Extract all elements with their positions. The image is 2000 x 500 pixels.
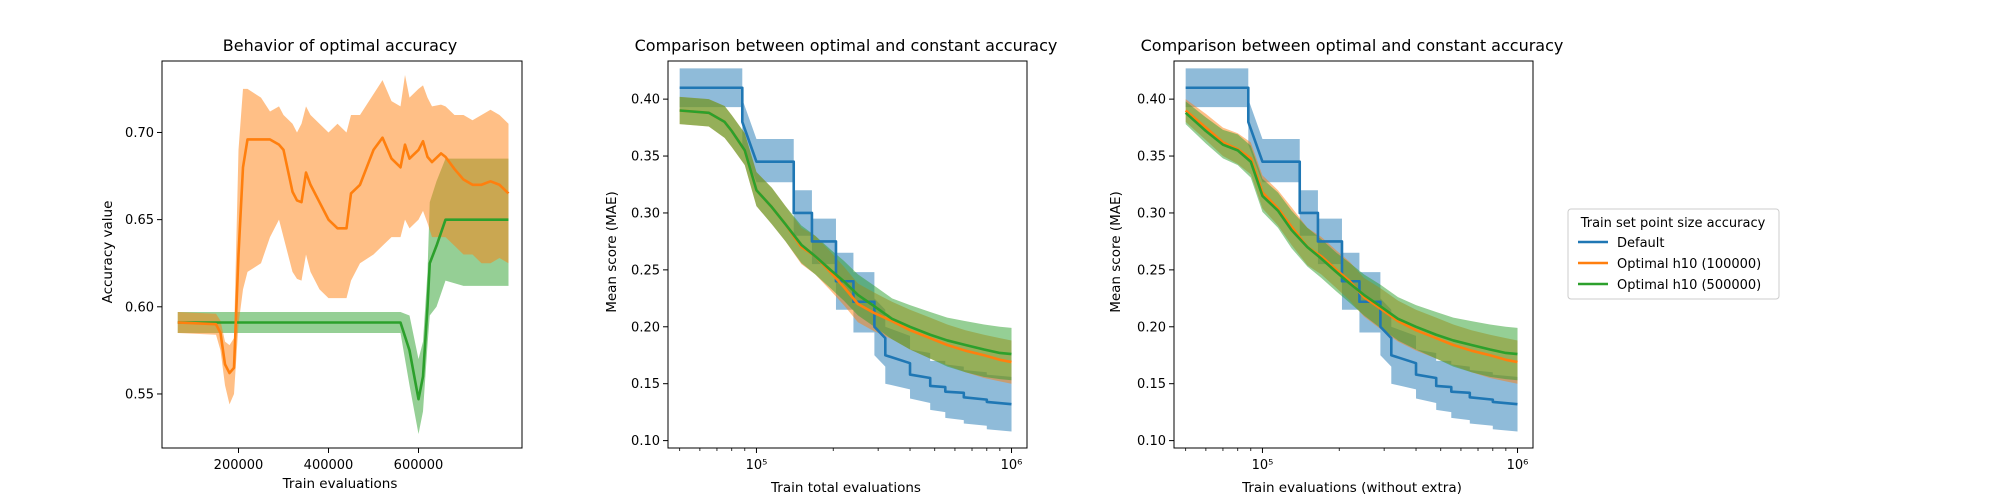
y-tick-label: 0.20 xyxy=(1137,320,1166,335)
y-tick-label: 0.30 xyxy=(631,206,660,221)
series-line xyxy=(1185,86,1518,406)
axes-frame xyxy=(667,60,1028,449)
x-axis-label: Train total evaluations xyxy=(770,480,921,496)
confidence-band xyxy=(177,74,509,405)
y-tick-label: 0.15 xyxy=(1137,377,1166,392)
confidence-band xyxy=(177,158,509,435)
chart-panel-accuracy: Behavior of optimal accuracy Train evalu… xyxy=(100,36,523,492)
x-tick-label: 10⁶ xyxy=(1507,458,1529,473)
y-tick-label: 0.15 xyxy=(631,377,660,392)
plot-area xyxy=(679,68,1012,432)
x-tick-label: 600000 xyxy=(394,458,444,473)
x-tick-label: 10⁶ xyxy=(1001,458,1023,473)
chart-panel-mae-without-extra: Comparison between optimal and constant … xyxy=(1108,36,1563,496)
y-tick-label: 0.40 xyxy=(1137,93,1166,108)
x-tick-label: 10⁵ xyxy=(1252,458,1274,473)
series-line xyxy=(177,218,509,401)
axes-frame xyxy=(1173,60,1534,449)
y-tick-label: 0.40 xyxy=(631,93,660,108)
y-tick-label: 0.35 xyxy=(1137,150,1166,165)
legend-label: Optimal h10 (100000) xyxy=(1617,257,1761,272)
y-tick-label: 0.20 xyxy=(631,320,660,335)
legend: Train set point size accuracy Default Op… xyxy=(1567,208,1780,300)
series-line xyxy=(1184,109,1518,364)
x-axis-label: Train evaluations (without extra) xyxy=(1241,480,1462,496)
legend-label: Default xyxy=(1617,236,1665,251)
chart-panel-mae-total: Comparison between optimal and constant … xyxy=(604,36,1057,496)
chart-title: Comparison between optimal and constant … xyxy=(1141,36,1564,55)
plot-area xyxy=(177,74,510,435)
y-tick-label: 0.35 xyxy=(631,150,660,165)
legend-title: Train set point size accuracy xyxy=(1580,216,1766,231)
x-tick-label: 400000 xyxy=(304,458,354,473)
y-axis-label: Mean score (MAE) xyxy=(604,191,620,313)
y-tick-label: 0.65 xyxy=(125,213,154,228)
y-tick-label: 0.25 xyxy=(1137,263,1166,278)
series-line xyxy=(1184,111,1518,356)
confidence-band xyxy=(1185,101,1518,381)
y-tick-label: 0.30 xyxy=(1137,206,1166,221)
series-line xyxy=(177,136,510,375)
y-tick-label: 0.25 xyxy=(631,263,660,278)
legend-label: Optimal h10 (500000) xyxy=(1617,278,1761,293)
axes-frame xyxy=(161,60,523,449)
confidence-band xyxy=(1185,68,1518,432)
legend-frame xyxy=(1567,208,1780,300)
y-tick-label: 0.10 xyxy=(631,434,660,449)
x-tick-label: 10⁵ xyxy=(746,458,768,473)
confidence-band xyxy=(679,68,1012,432)
y-axis-label: Accuracy value xyxy=(100,201,116,304)
chart-title: Behavior of optimal accuracy xyxy=(223,36,457,55)
y-tick-label: 0.10 xyxy=(1137,434,1166,449)
y-axis-label: Mean score (MAE) xyxy=(1108,191,1124,313)
chart-title: Comparison between optimal and constant … xyxy=(635,36,1058,55)
x-tick-label: 200000 xyxy=(214,458,264,473)
y-tick-label: 0.55 xyxy=(125,387,154,402)
series-line xyxy=(679,86,1012,406)
confidence-band xyxy=(679,96,1012,381)
x-axis-label: Train evaluations xyxy=(282,476,398,492)
series-line xyxy=(679,109,1012,356)
y-tick-label: 0.60 xyxy=(125,300,154,315)
y-tick-label: 0.70 xyxy=(125,126,154,141)
plot-area xyxy=(1184,68,1518,432)
